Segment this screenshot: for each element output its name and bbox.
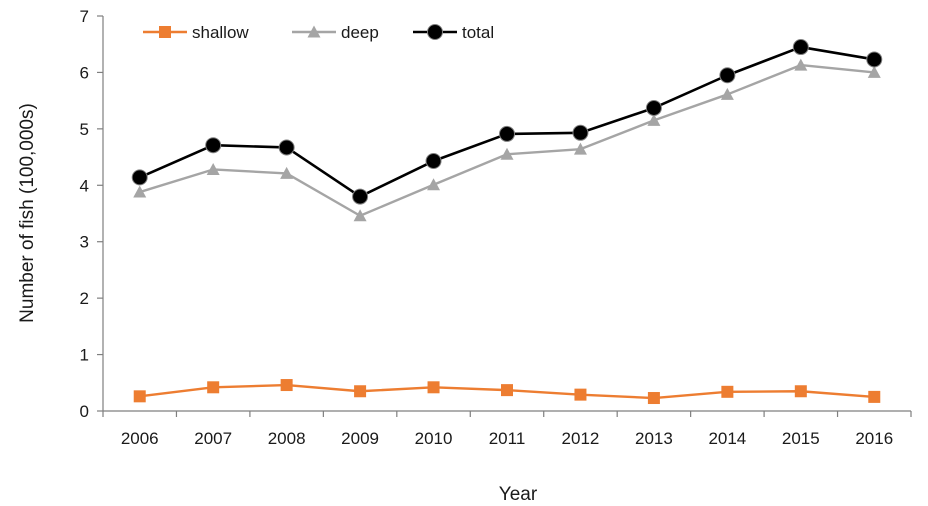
data-point-shallow xyxy=(207,381,220,394)
x-tick-label: 2016 xyxy=(855,429,893,448)
data-point-deep xyxy=(573,142,587,155)
legend-marker-total xyxy=(427,24,443,40)
y-tick-label: 1 xyxy=(80,346,89,365)
x-axis-title: Year xyxy=(499,484,538,505)
x-tick-label: 2010 xyxy=(415,429,453,448)
legend-label-total: total xyxy=(462,23,494,42)
data-point-total xyxy=(499,125,515,142)
data-point-deep xyxy=(353,209,367,222)
legend-label-shallow: shallow xyxy=(192,23,249,42)
data-point-deep xyxy=(133,185,147,198)
y-tick-label: 2 xyxy=(80,289,89,308)
data-point-deep xyxy=(427,178,441,191)
data-point-total xyxy=(131,169,148,186)
data-point-deep xyxy=(867,65,881,78)
series-total xyxy=(131,39,883,205)
y-tick-label: 0 xyxy=(80,402,89,421)
data-point-total xyxy=(645,99,662,116)
legend-marker-shallow xyxy=(159,26,171,38)
data-point-total xyxy=(792,39,809,56)
y-axis-ticks: 0 1 2 3 4 5 6 7 xyxy=(80,7,103,421)
series-shallow xyxy=(133,379,881,405)
x-tick-label: 2008 xyxy=(268,429,306,448)
data-point-shallow xyxy=(721,385,734,398)
y-tick-label: 5 xyxy=(80,120,89,139)
data-point-total xyxy=(866,51,883,68)
y-tick-label: 6 xyxy=(80,63,89,82)
data-point-total xyxy=(352,188,369,205)
axes xyxy=(102,16,911,412)
x-tick-label: 2014 xyxy=(708,429,746,448)
data-point-total xyxy=(719,67,736,84)
data-point-shallow xyxy=(427,381,440,394)
series-layer xyxy=(131,39,883,405)
y-tick-label: 7 xyxy=(80,7,89,26)
series-deep xyxy=(133,58,881,222)
legend-item-total: total xyxy=(413,23,494,42)
data-point-deep xyxy=(206,162,220,175)
series-line-total xyxy=(139,45,875,198)
y-tick-label: 4 xyxy=(80,176,89,195)
legend-item-deep: deep xyxy=(292,23,379,42)
data-point-total xyxy=(278,139,295,156)
data-point-shallow xyxy=(794,385,807,398)
data-point-shallow xyxy=(280,379,293,392)
data-point-total xyxy=(425,153,442,170)
x-tick-label: 2006 xyxy=(121,429,159,448)
legend-label-deep: deep xyxy=(341,23,379,42)
data-point-shallow xyxy=(133,390,146,403)
y-tick-label: 3 xyxy=(80,233,89,252)
data-point-total xyxy=(205,137,222,154)
data-point-total xyxy=(572,124,589,141)
x-tick-label: 2009 xyxy=(341,429,379,448)
data-point-shallow xyxy=(501,384,513,397)
x-axis-ticks: 2006 2007 2008 2009 2010 2011 2012 2013 2014 2015… xyxy=(102,411,912,448)
data-point-deep xyxy=(647,113,661,126)
data-point-shallow xyxy=(647,392,660,405)
x-tick-label: 2012 xyxy=(562,429,600,448)
data-point-deep xyxy=(280,166,294,179)
legend: shallow deep total xyxy=(143,23,494,42)
data-point-deep xyxy=(720,87,734,100)
data-point-shallow xyxy=(354,385,367,398)
data-point-deep xyxy=(500,147,514,160)
y-axis-title: Number of fish (100,000s) xyxy=(17,103,38,323)
x-tick-label: 2011 xyxy=(489,429,526,448)
x-tick-label: 2013 xyxy=(635,429,673,448)
data-point-deep xyxy=(794,58,808,71)
legend-item-shallow: shallow xyxy=(143,23,249,42)
x-tick-label: 2015 xyxy=(782,429,820,448)
data-point-shallow xyxy=(868,390,881,403)
data-point-shallow xyxy=(574,388,587,401)
legend-marker-deep xyxy=(307,25,321,38)
x-tick-label: 2007 xyxy=(194,429,232,448)
